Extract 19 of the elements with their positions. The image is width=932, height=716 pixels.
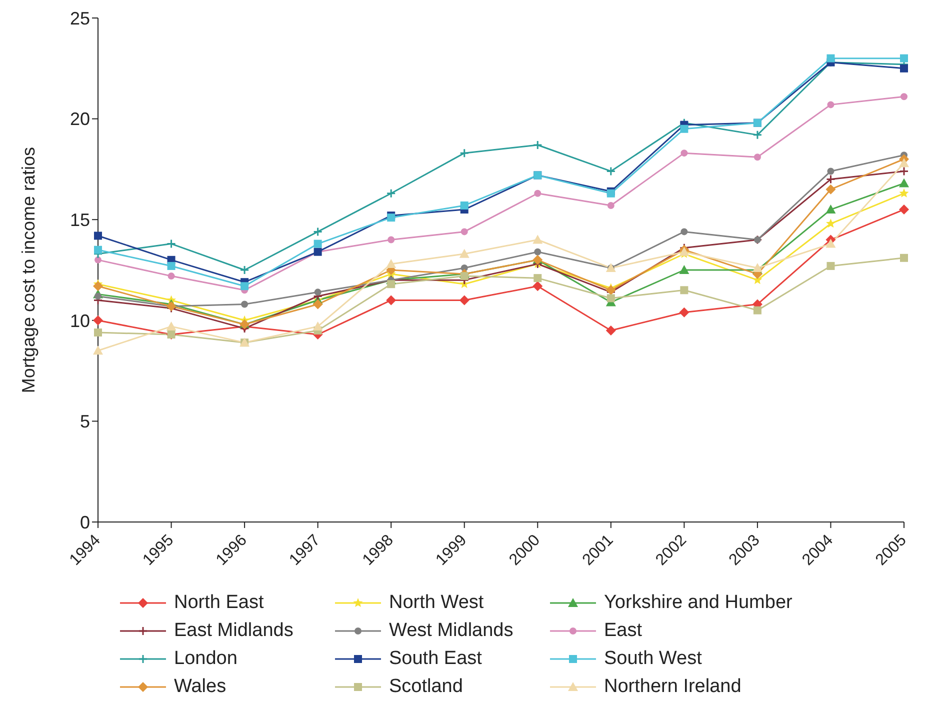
y-tick-label: 10 [70,310,90,331]
legend-label: South East [389,648,482,670]
legend-label: East [604,620,642,642]
legend-label: Yorkshire and Humber [604,592,792,614]
y-tick-label: 20 [70,109,90,130]
y-tick-label: 25 [70,8,90,28]
legend-label: Wales [174,676,226,698]
legend-label: North West [389,592,484,614]
y-axis-title: Mortgage cost to income ratios [18,146,38,394]
legend-label: Northern Ireland [604,676,742,698]
legend-label: North East [174,592,264,614]
legend-label: West Midlands [389,620,514,642]
y-tick-label: 0 [80,512,90,532]
legend-label: Scotland [389,676,463,698]
legend-label: South West [604,648,702,670]
legend-label: London [174,648,238,670]
y-tick-label: 5 [80,412,90,432]
y-tick-label: 15 [70,210,90,230]
legend-label: East Midlands [174,620,294,642]
